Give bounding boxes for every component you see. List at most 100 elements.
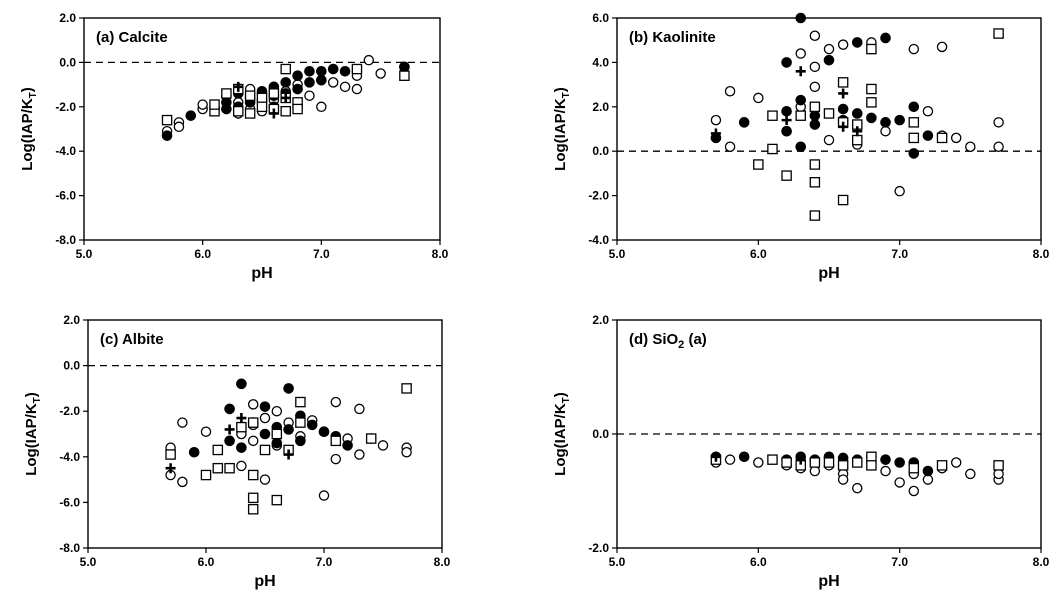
data-point-open-square xyxy=(268,88,280,99)
data-point-open-square xyxy=(866,460,877,471)
y-tick-label: 0.0 xyxy=(63,359,80,373)
data-point-open-circle xyxy=(339,81,351,93)
data-point-open-square xyxy=(399,70,410,81)
y-tick-label: -6.0 xyxy=(55,189,76,203)
y-tick-label: -4.0 xyxy=(59,450,80,464)
data-point-open-circle xyxy=(259,474,271,485)
data-point-open-square xyxy=(809,159,821,170)
panel-4: 5.0 6.0 7.0 8.0 -2.0 0.0 2.0 (d) SiO2 (a) pH Log(… xyxy=(552,313,1050,590)
data-point-open-circle xyxy=(894,477,905,488)
data-point-plus xyxy=(710,128,721,139)
data-point-open-circle xyxy=(753,457,764,468)
data-point-open-square xyxy=(256,101,268,113)
data-point-open-square xyxy=(271,428,283,440)
data-point-open-square xyxy=(233,105,244,117)
plot-frame xyxy=(83,17,441,241)
data-point-open-square xyxy=(908,117,920,128)
data-point-plus xyxy=(268,108,279,119)
data-point-open-square xyxy=(247,417,259,428)
data-point-open-circle xyxy=(316,101,327,113)
data-point-open-square xyxy=(936,132,948,144)
data-point-plus xyxy=(795,66,806,77)
data-point-open-circle xyxy=(375,68,386,79)
data-point-open-circle xyxy=(922,474,934,485)
panel-title: (a) Calcite xyxy=(96,29,168,46)
data-point-plus xyxy=(283,449,294,460)
data-point-open-square xyxy=(247,492,259,504)
x-tick-label: 8.0 xyxy=(432,247,449,261)
data-point-open-circle xyxy=(354,449,365,460)
panel-1: 5.0 6.0 7.0 8.0 -8.0 -6.0 -4.0 -2.0 0.0 2.0 (a) Ca… xyxy=(19,11,449,282)
data-point-open-square xyxy=(221,88,232,99)
data-point-open-square xyxy=(244,90,256,101)
plot-frame xyxy=(87,319,443,549)
data-point-open-square xyxy=(165,449,176,460)
data-point-filled-circle xyxy=(188,446,200,458)
data-point-filled-circle xyxy=(185,110,197,121)
y-tick-label: 6.0 xyxy=(592,11,609,25)
data-point-plus xyxy=(838,121,849,132)
data-point-filled-circle xyxy=(738,451,750,463)
data-point-open-circle xyxy=(724,86,736,97)
data-point-open-circle xyxy=(330,453,342,465)
data-point-filled-circle xyxy=(880,32,891,44)
data-point-plus xyxy=(795,454,806,465)
data-point-open-square xyxy=(767,143,778,155)
data-point-open-square xyxy=(809,101,821,113)
x-tick-label: 8.0 xyxy=(1033,247,1050,261)
x-tick-label: 6.0 xyxy=(198,555,215,569)
x-tick-label: 8.0 xyxy=(1033,555,1050,569)
data-point-open-square xyxy=(401,383,412,394)
y-tick-label: -2.0 xyxy=(55,100,76,114)
data-point-open-square xyxy=(993,460,1004,471)
data-point-open-square xyxy=(295,417,306,428)
data-point-open-circle xyxy=(993,468,1004,480)
data-point-filled-circle xyxy=(922,130,934,141)
data-point-plus xyxy=(236,413,247,424)
data-point-open-circle xyxy=(351,83,363,95)
data-point-filled-circle xyxy=(399,61,410,73)
data-point-open-square xyxy=(823,457,835,468)
data-point-open-circle xyxy=(809,81,821,93)
x-tick-label: 5.0 xyxy=(80,555,97,569)
data-point-filled-circle xyxy=(306,419,318,431)
x-tick-label: 8.0 xyxy=(434,555,451,569)
x-axis-label: pH xyxy=(818,573,839,590)
data-point-open-circle xyxy=(363,54,375,66)
data-point-filled-circle xyxy=(880,454,891,465)
data-point-plus xyxy=(710,451,721,462)
data-point-open-square xyxy=(161,114,173,126)
data-point-filled-circle xyxy=(809,119,821,130)
data-point-filled-circle xyxy=(851,37,863,48)
data-point-open-square xyxy=(244,108,256,119)
data-point-open-square xyxy=(809,457,821,468)
data-point-open-square xyxy=(247,503,259,515)
data-point-filled-circle xyxy=(922,465,934,477)
data-point-open-circle xyxy=(318,490,330,501)
y-axis-label: Log(IAP/KT) xyxy=(552,87,572,171)
data-point-open-circle xyxy=(950,457,962,468)
data-point-filled-circle xyxy=(795,94,807,106)
panel-title: (d) SiO2 (a) xyxy=(629,331,707,351)
data-point-filled-circle xyxy=(283,424,294,435)
data-point-filled-circle xyxy=(280,77,292,88)
data-point-open-circle xyxy=(200,426,212,437)
data-point-open-circle xyxy=(177,417,188,428)
data-point-filled-circle xyxy=(342,440,353,451)
data-point-open-circle xyxy=(880,125,891,137)
data-point-filled-circle xyxy=(259,401,271,412)
data-point-open-square xyxy=(256,92,268,104)
data-point-open-circle xyxy=(894,185,905,197)
data-point-open-circle xyxy=(922,105,934,117)
x-axis-label: pH xyxy=(251,265,272,282)
y-tick-label: -4.0 xyxy=(55,144,76,158)
data-point-open-circle xyxy=(753,92,764,104)
data-point-filled-circle xyxy=(781,57,792,68)
data-point-plus xyxy=(233,81,244,92)
data-point-open-square xyxy=(200,469,212,481)
x-tick-label: 5.0 xyxy=(609,555,626,569)
data-point-filled-circle xyxy=(271,437,283,449)
data-point-open-circle xyxy=(259,412,271,424)
data-point-open-square xyxy=(866,451,877,463)
y-tick-label: -8.0 xyxy=(59,541,80,555)
